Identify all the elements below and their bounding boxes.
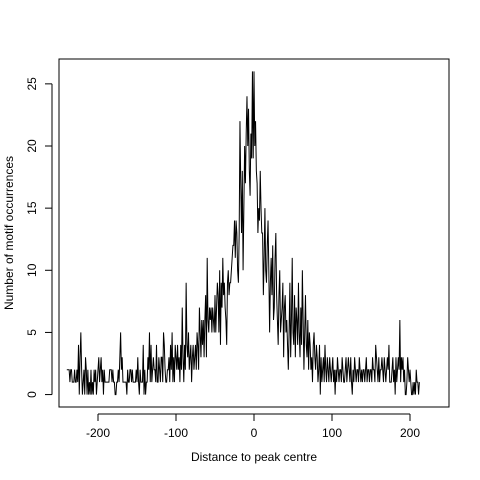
y-tick-label: 5 [25,329,39,336]
x-tick-label: 0 [251,426,258,440]
x-axis-title: Distance to peak centre [191,450,317,464]
series-layer [66,71,420,396]
y-tick-label: 15 [25,201,39,215]
x-tick-label: -200 [86,426,110,440]
series-line [66,71,420,396]
plot-box [58,58,450,408]
y-tick-label: 0 [25,391,39,398]
y-tick-label: 25 [25,77,39,91]
x-tick-label: 200 [400,426,420,440]
x-tick-label: -100 [164,426,188,440]
x-tick-label: 100 [322,426,342,440]
y-tick-label: 10 [25,263,39,277]
y-tick-label: 20 [25,139,39,153]
x-axis: -200 -100 0 100 200 [86,413,420,440]
y-axis-title: Number of motif occurrences [2,156,16,310]
y-axis: 0 5 10 15 20 25 [25,77,53,398]
